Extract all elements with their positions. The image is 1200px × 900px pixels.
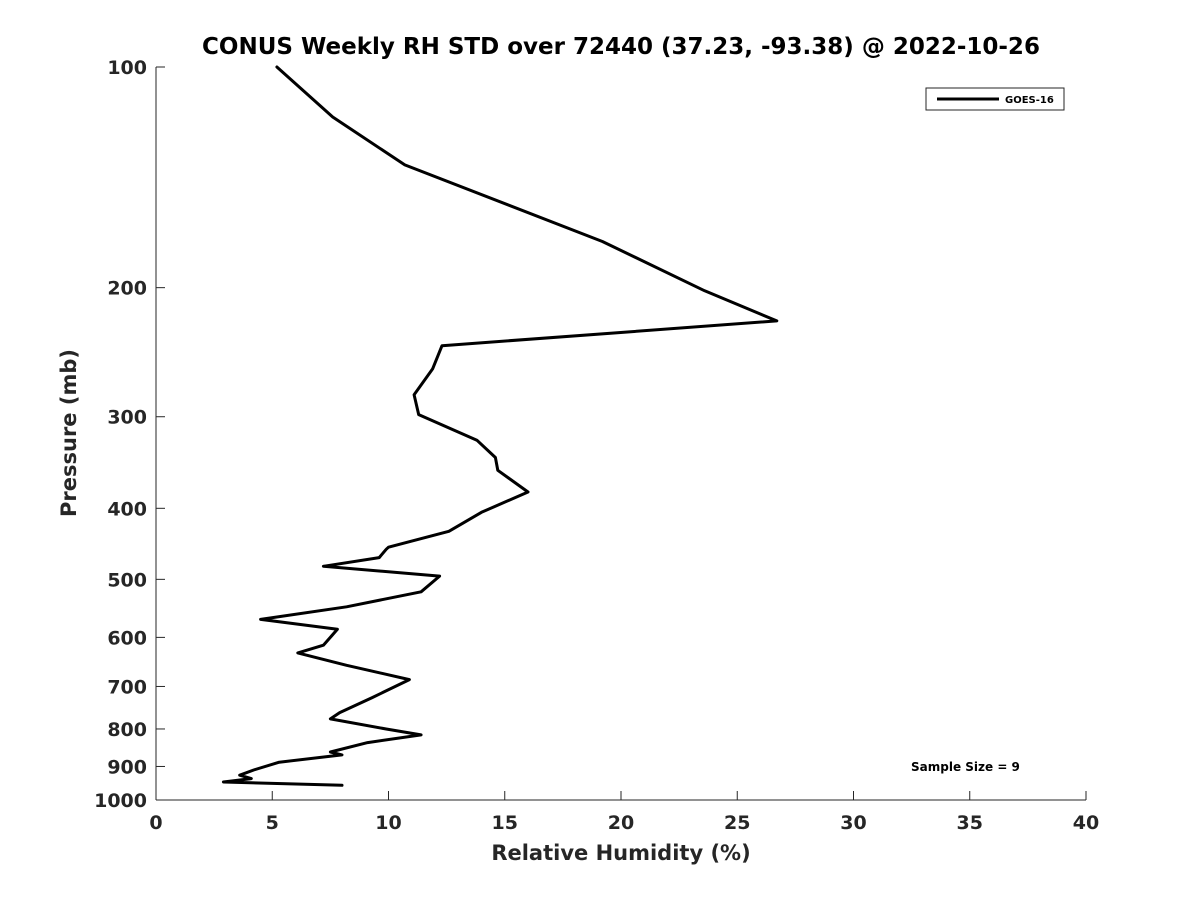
y-axis-label: Pressure (mb) <box>57 349 81 517</box>
legend: GOES-16 <box>925 87 1065 111</box>
y-tick-label: 200 <box>107 278 147 300</box>
y-tick-label: 700 <box>107 676 147 698</box>
series-line-goes-16 <box>221 65 779 787</box>
x-tick-label: 20 <box>608 812 634 834</box>
chart-title: CONUS Weekly RH STD over 72440 (37.23, -… <box>202 34 1040 60</box>
x-tick-label: 25 <box>724 812 750 834</box>
plot-area-bg <box>156 67 1086 800</box>
y-tick-label: 900 <box>107 756 147 778</box>
x-tick-label: 10 <box>375 812 401 834</box>
x-tick-label: 30 <box>840 812 866 834</box>
x-tick-label: 5 <box>266 812 279 834</box>
x-tick-label: 0 <box>149 812 162 834</box>
x-axis-ticks: 0 5 10 15 20 25 30 35 40 <box>149 791 1099 834</box>
y-axis-ticks: 100 200 300 400 500 600 700 800 900 1000 <box>94 57 165 812</box>
y-tick-label: 600 <box>107 627 147 649</box>
x-tick-label: 35 <box>957 812 983 834</box>
y-tick-label: 300 <box>107 407 147 429</box>
y-tick-label: 100 <box>107 57 147 79</box>
series-layer <box>221 65 779 787</box>
sample-size-annotation: Sample Size = 9 <box>911 760 1020 774</box>
y-tick-label: 400 <box>107 498 147 520</box>
x-tick-label: 40 <box>1073 812 1099 834</box>
x-axis-label: Relative Humidity (%) <box>491 841 750 865</box>
y-tick-label: 500 <box>107 569 147 591</box>
y-tick-label: 1000 <box>94 790 147 812</box>
y-tick-label: 800 <box>107 719 147 741</box>
x-tick-label: 15 <box>492 812 518 834</box>
legend-label-goes-16: GOES-16 <box>1005 95 1054 106</box>
